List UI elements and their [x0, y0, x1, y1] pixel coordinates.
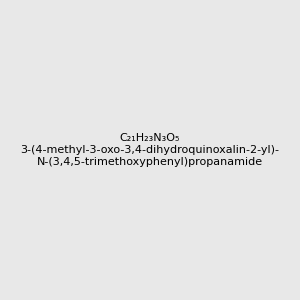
Text: C₂₁H₂₃N₃O₅
3-(4-methyl-3-oxo-3,4-dihydroquinoxalin-2-yl)-
N-(3,4,5-trimethoxyphe: C₂₁H₂₃N₃O₅ 3-(4-methyl-3-oxo-3,4-dihydro… — [20, 134, 280, 166]
